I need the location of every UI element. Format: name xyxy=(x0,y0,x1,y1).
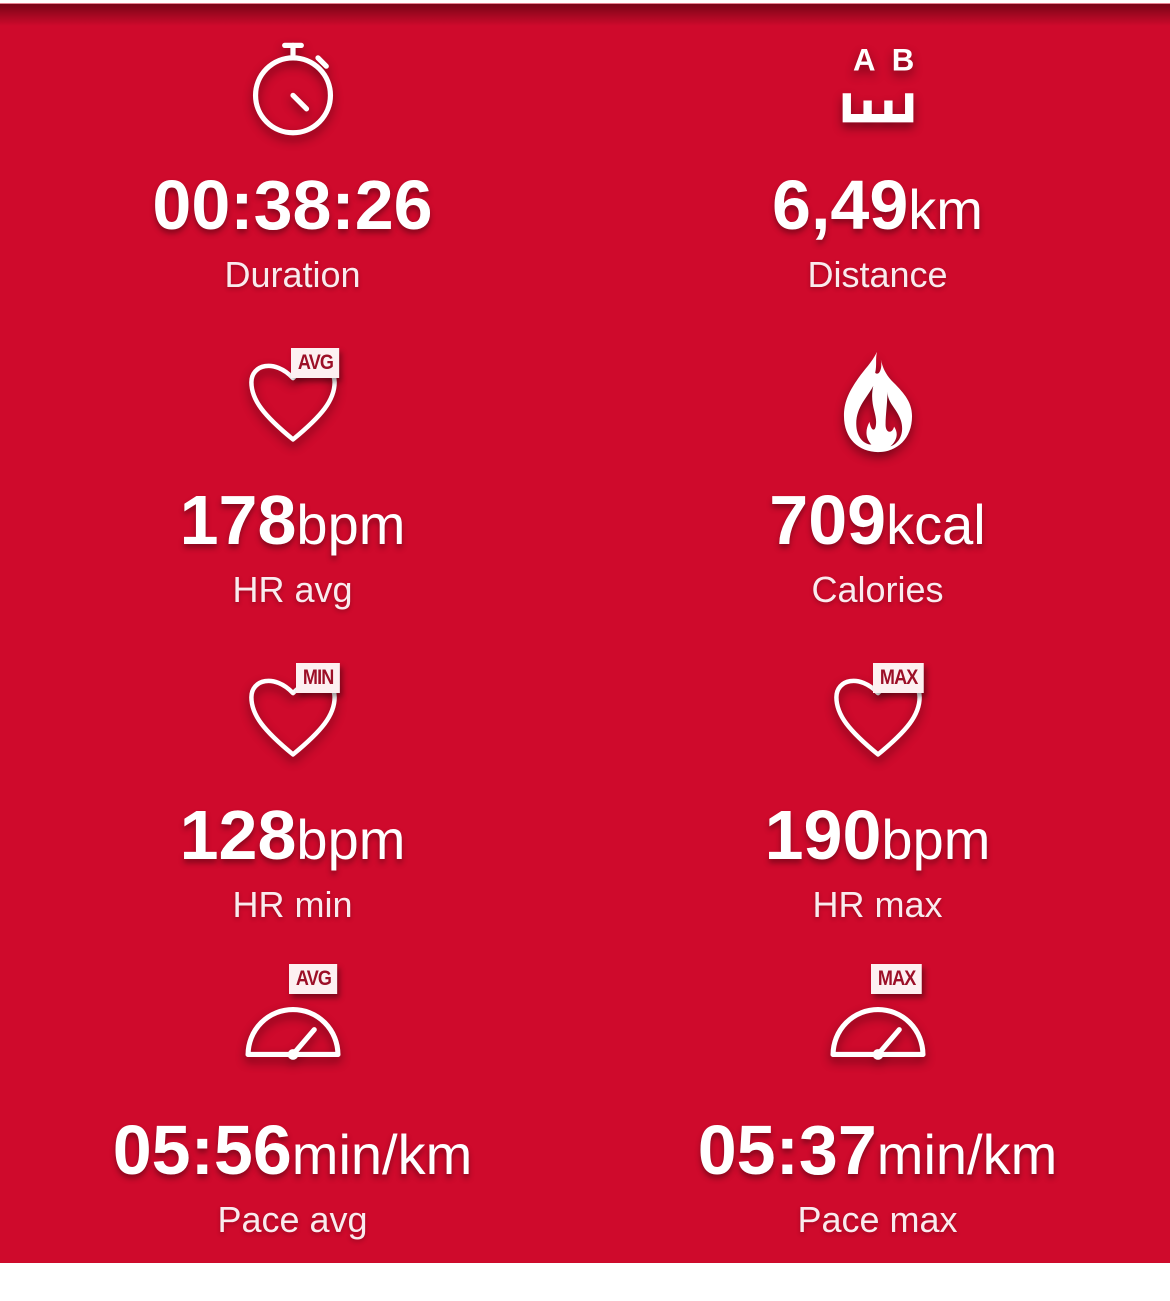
svg-text:A: A xyxy=(853,42,876,77)
svg-text:B: B xyxy=(891,42,914,77)
